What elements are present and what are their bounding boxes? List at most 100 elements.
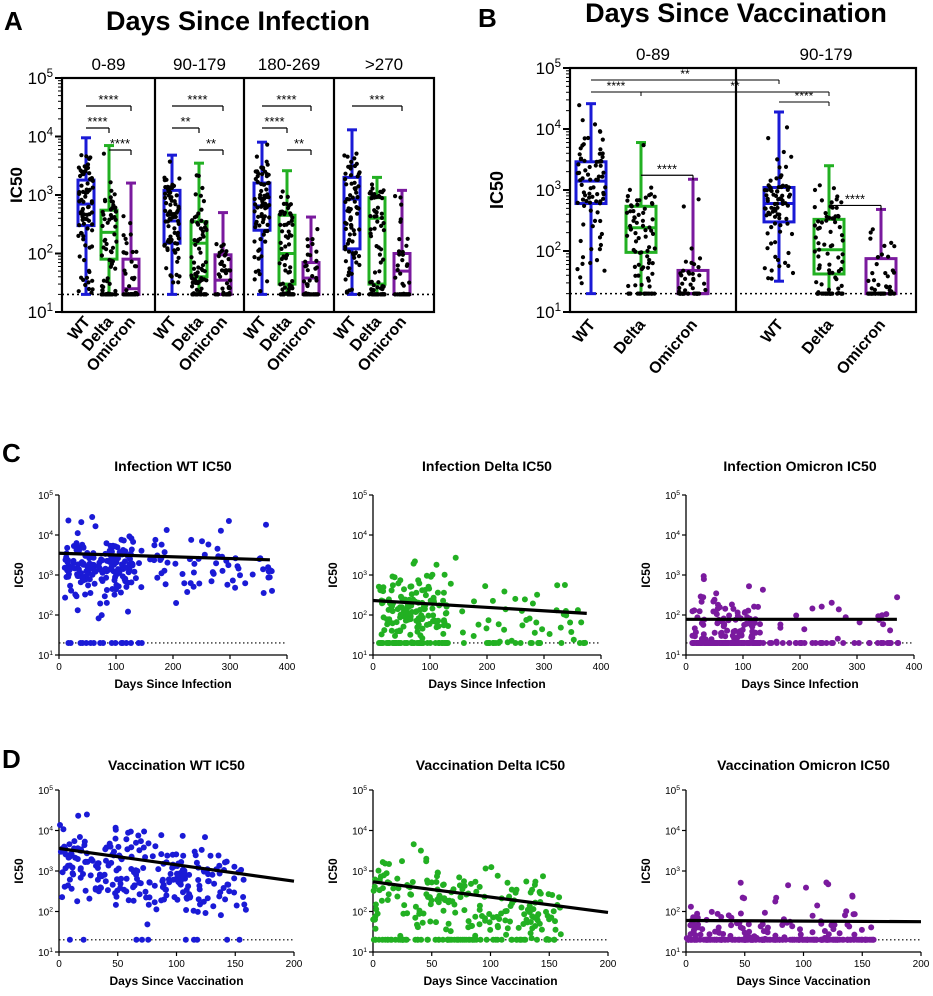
scatter-point <box>828 599 835 606</box>
data-point <box>260 172 265 177</box>
scatter-point <box>427 597 434 604</box>
data-point <box>766 136 771 141</box>
scatter-point <box>724 936 731 943</box>
scatter-point <box>483 936 490 943</box>
data-point <box>312 292 318 297</box>
scatter-point <box>722 640 729 646</box>
data-point <box>650 261 655 266</box>
data-point <box>343 220 348 225</box>
y-tick-label: 105 <box>38 785 53 797</box>
y-tick-label: 103 <box>352 570 367 582</box>
scatter-point <box>718 630 724 637</box>
scatter-point <box>494 922 501 929</box>
scatter-point <box>715 929 722 936</box>
data-point <box>683 276 688 281</box>
scatter-point <box>879 612 886 619</box>
scatter-point <box>384 936 391 943</box>
data-point <box>309 292 314 297</box>
data-point <box>190 276 195 281</box>
scatter-point <box>66 841 73 848</box>
scatter-plot-omicron: Vaccination Omicron IC50 IC50 101 102 103 104… <box>639 757 930 988</box>
scatter-point <box>412 914 419 921</box>
scatter-point <box>65 557 71 564</box>
scatter-point <box>154 574 161 581</box>
data-point <box>310 274 315 279</box>
data-point <box>767 185 773 190</box>
scatter-point <box>133 871 140 878</box>
data-point <box>77 191 82 196</box>
category-label: Omicron <box>834 317 889 378</box>
data-point <box>123 271 128 276</box>
scatter-point <box>844 936 851 943</box>
scatter-point <box>179 832 186 839</box>
panel-d-plots: Vaccination WT IC50 IC50 101 102 103 104 105 0 5… <box>12 757 930 988</box>
data-point <box>580 261 585 266</box>
scatter-point <box>80 560 87 567</box>
data-point <box>775 157 780 162</box>
scatter-point <box>757 621 763 628</box>
data-point <box>637 250 643 255</box>
x-tick-label: 50 <box>112 959 124 970</box>
scatter-point <box>874 640 881 646</box>
data-point <box>588 177 593 182</box>
y-tick-label: 104 <box>536 119 562 139</box>
data-point <box>121 214 126 219</box>
scatter-point <box>781 934 788 941</box>
scatter-point <box>796 936 803 943</box>
data-point <box>108 207 113 212</box>
data-point <box>597 201 603 206</box>
data-point <box>290 222 295 227</box>
data-point <box>102 197 108 202</box>
data-point <box>349 222 354 228</box>
scatter-point <box>533 619 540 626</box>
data-point <box>256 214 261 219</box>
scatter-point <box>887 627 894 634</box>
data-point <box>289 218 294 223</box>
scatter-point <box>737 879 744 886</box>
category-label: WT <box>758 316 787 346</box>
data-point <box>107 281 112 286</box>
data-point <box>635 202 640 207</box>
scatter-point <box>59 894 66 901</box>
scatter-point <box>207 852 214 859</box>
scatter-point <box>440 589 447 596</box>
scatter-point <box>582 639 589 646</box>
data-point <box>397 237 402 242</box>
data-point <box>868 236 873 241</box>
scatter-point <box>105 862 112 869</box>
scatter-point <box>222 859 228 866</box>
data-point <box>578 146 583 151</box>
scatter-point <box>540 873 546 880</box>
data-point <box>374 210 379 215</box>
scatter-point <box>196 580 203 587</box>
data-point <box>199 218 204 223</box>
data-point <box>633 239 639 244</box>
data-point <box>81 221 86 226</box>
data-point <box>679 273 684 278</box>
data-point <box>381 188 386 193</box>
data-point <box>690 271 695 276</box>
data-point <box>353 186 358 191</box>
data-point <box>892 291 897 296</box>
scatter-point <box>400 623 407 630</box>
scatter-point <box>748 634 755 641</box>
box-delta <box>277 213 297 286</box>
data-point <box>598 163 603 168</box>
scatter-point <box>545 891 552 898</box>
data-point <box>305 244 310 249</box>
scatter-point <box>459 629 466 636</box>
scatter-point <box>205 878 212 885</box>
data-point <box>200 268 205 273</box>
scatter-point <box>224 881 231 888</box>
data-point <box>343 277 348 282</box>
data-point <box>689 260 694 265</box>
scatter-point <box>211 880 218 887</box>
scatter-point <box>713 640 720 646</box>
data-point <box>354 151 359 156</box>
data-point <box>878 291 883 296</box>
data-point <box>176 280 181 285</box>
data-point <box>108 213 113 218</box>
scatter-point <box>161 896 167 903</box>
scatter-point <box>502 908 509 915</box>
scatter-point <box>174 896 181 903</box>
